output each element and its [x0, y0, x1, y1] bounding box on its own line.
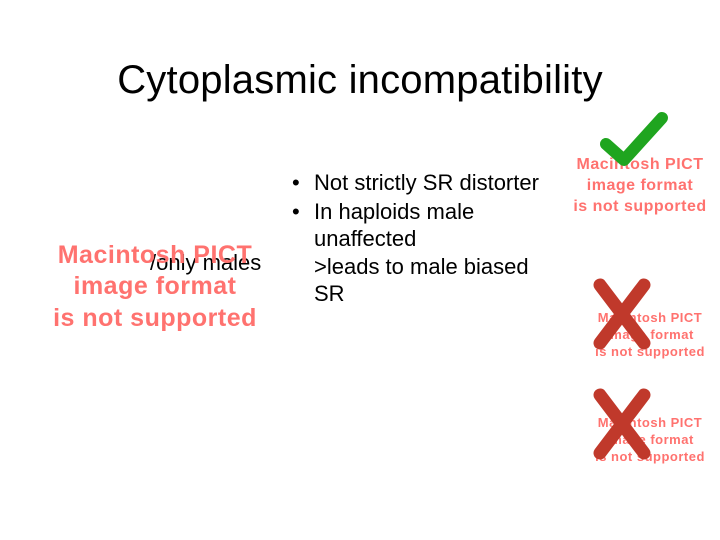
bullet-dot: • — [292, 170, 314, 197]
bullet-2-text: In haploids male unaffected — [314, 199, 542, 253]
cross-icon — [590, 385, 654, 463]
bullet-list: • Not strictly SR distorter • In haploid… — [292, 170, 542, 308]
bullet-follow: >leads to male biased SR — [292, 254, 542, 308]
check-icon — [600, 110, 670, 170]
pict-line: is not supported — [565, 197, 715, 218]
pict-line: image format — [565, 176, 715, 197]
bullet-dot: • — [292, 199, 314, 253]
pict-line: is not supported — [35, 303, 275, 334]
bullet-2: • In haploids male unaffected — [292, 199, 542, 253]
slide-title: Cytoplasmic incompatibility — [0, 58, 720, 103]
pict-line: Macintosh PICT — [35, 240, 275, 271]
bullet-1: • Not strictly SR distorter — [292, 170, 542, 197]
pict-line: image format — [35, 271, 275, 302]
bullet-1-text: Not strictly SR distorter — [314, 170, 542, 197]
pict-placeholder-left: Macintosh PICT image format is not suppo… — [35, 240, 275, 334]
slide: Cytoplasmic incompatibility /only males … — [0, 0, 720, 540]
cross-icon — [590, 275, 654, 353]
